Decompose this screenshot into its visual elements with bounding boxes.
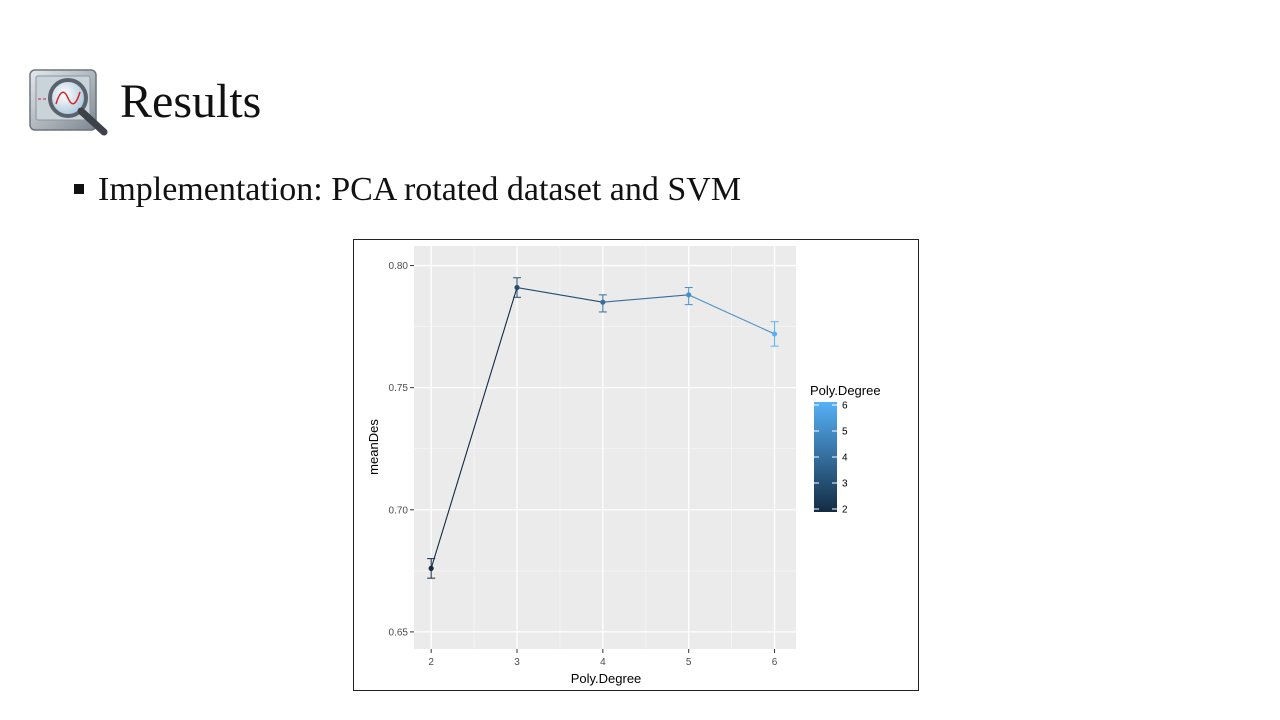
y-tick-label: 0.65 [389, 627, 409, 638]
x-tick-label: 3 [514, 657, 520, 668]
legend-label: 2 [842, 505, 848, 516]
y-tick-label: 0.70 [389, 505, 409, 516]
x-tick-label: 2 [428, 657, 434, 668]
magnifier-monitor-icon [29, 69, 108, 136]
color-legend: Poly.Degree 6 5 4 3 2 [810, 383, 881, 516]
legend-colorbar [814, 402, 837, 512]
bullet-square-icon [74, 184, 84, 195]
data-point [514, 284, 520, 291]
y-axis-ticks: 0.65 0.70 0.75 0.80 [389, 261, 414, 638]
legend-label: 4 [842, 453, 848, 464]
line-segment [516, 286, 603, 303]
x-tick-label: 6 [772, 657, 778, 668]
legend-label: 5 [842, 427, 848, 438]
legend-label: 3 [842, 479, 848, 490]
chart-frame: 2 3 4 5 6 0.65 0.70 0.75 0.80 Poly.Degree meanD… [353, 239, 919, 691]
series-line [430, 286, 775, 569]
bullet-item: Implementation: PCA rotated dataset and … [74, 168, 741, 212]
bullet-text: Implementation: PCA rotated dataset and … [98, 171, 742, 208]
legend-label: 6 [842, 401, 848, 412]
legend-title: Poly.Degree [810, 383, 881, 398]
x-axis-ticks: 2 3 4 5 6 [428, 649, 778, 668]
plot-panel [414, 246, 796, 649]
slide-title: Results [120, 75, 262, 128]
x-tick-label: 4 [600, 657, 606, 668]
y-tick-label: 0.75 [389, 383, 409, 394]
grid-minor [414, 246, 796, 649]
x-axis-label: Poly.Degree [571, 671, 642, 686]
y-axis-label: meanDes [366, 419, 381, 475]
line-segment [688, 294, 775, 335]
x-tick-label: 5 [686, 657, 692, 668]
y-tick-label: 0.80 [389, 261, 409, 272]
data-point [771, 331, 778, 337]
data-points [428, 284, 778, 571]
data-point [686, 292, 692, 298]
line-segment [430, 287, 518, 569]
grid-major [414, 246, 796, 649]
line-segment [602, 294, 689, 303]
data-point [428, 565, 434, 571]
data-point [600, 299, 606, 305]
chart-plot: 2 3 4 5 6 0.65 0.70 0.75 0.80 Poly.Degree meanD… [366, 246, 881, 686]
